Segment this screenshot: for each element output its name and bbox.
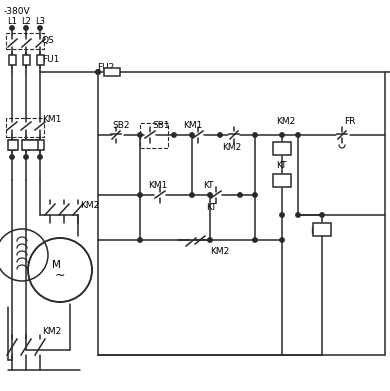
Circle shape	[280, 238, 284, 242]
Text: L2: L2	[21, 18, 31, 27]
Text: KM2: KM2	[210, 248, 229, 256]
Circle shape	[24, 155, 28, 159]
Circle shape	[10, 155, 14, 159]
Bar	[9, 55, 16, 65]
Bar	[9, 140, 16, 150]
Bar	[37, 55, 44, 65]
Bar	[6, 33, 44, 49]
Bar	[104, 68, 120, 76]
Circle shape	[253, 133, 257, 137]
Circle shape	[253, 238, 257, 242]
Bar	[37, 140, 44, 150]
Circle shape	[10, 26, 14, 30]
Circle shape	[96, 70, 100, 74]
Circle shape	[38, 26, 42, 30]
Text: KM2: KM2	[42, 328, 61, 337]
Bar	[23, 55, 30, 65]
Text: FU1: FU1	[42, 54, 59, 63]
Text: SB2: SB2	[112, 120, 129, 129]
Text: ~: ~	[55, 269, 65, 282]
Circle shape	[96, 70, 100, 74]
Circle shape	[24, 26, 28, 30]
Bar	[313, 223, 331, 236]
Text: -380V: -380V	[4, 7, 31, 16]
Text: SB1: SB1	[152, 120, 170, 129]
Text: FR: FR	[29, 138, 41, 147]
Text: KM2: KM2	[80, 201, 99, 210]
Circle shape	[208, 238, 212, 242]
Circle shape	[38, 155, 42, 159]
Bar	[273, 174, 291, 187]
Text: KM1: KM1	[42, 115, 61, 124]
Text: QS: QS	[42, 36, 55, 45]
Circle shape	[320, 213, 324, 217]
Circle shape	[190, 193, 194, 197]
Text: KM1: KM1	[148, 181, 167, 190]
Text: FR: FR	[344, 118, 355, 127]
Text: KT: KT	[276, 160, 287, 170]
Circle shape	[253, 193, 257, 197]
Text: KM2: KM2	[222, 142, 241, 151]
Circle shape	[218, 133, 222, 137]
Text: FU2: FU2	[97, 63, 114, 72]
Circle shape	[190, 133, 194, 137]
Text: KT: KT	[206, 203, 216, 212]
Circle shape	[208, 193, 212, 197]
Circle shape	[138, 133, 142, 137]
Circle shape	[138, 238, 142, 242]
Text: KM1: KM1	[183, 120, 202, 129]
Bar	[23, 140, 30, 150]
Text: KM2: KM2	[276, 118, 295, 127]
Bar	[22, 140, 38, 150]
Circle shape	[172, 133, 176, 137]
Circle shape	[296, 213, 300, 217]
Circle shape	[280, 213, 284, 217]
Circle shape	[296, 133, 300, 137]
Text: KT: KT	[203, 181, 213, 190]
Text: L1: L1	[7, 18, 17, 27]
Text: KM1: KM1	[310, 228, 330, 237]
Circle shape	[280, 133, 284, 137]
Bar	[8, 140, 18, 150]
Bar	[140, 123, 168, 148]
Circle shape	[238, 193, 242, 197]
Circle shape	[138, 193, 142, 197]
Text: M: M	[51, 260, 60, 270]
Text: L3: L3	[35, 18, 45, 27]
Bar	[273, 142, 291, 155]
Bar	[6, 118, 44, 137]
